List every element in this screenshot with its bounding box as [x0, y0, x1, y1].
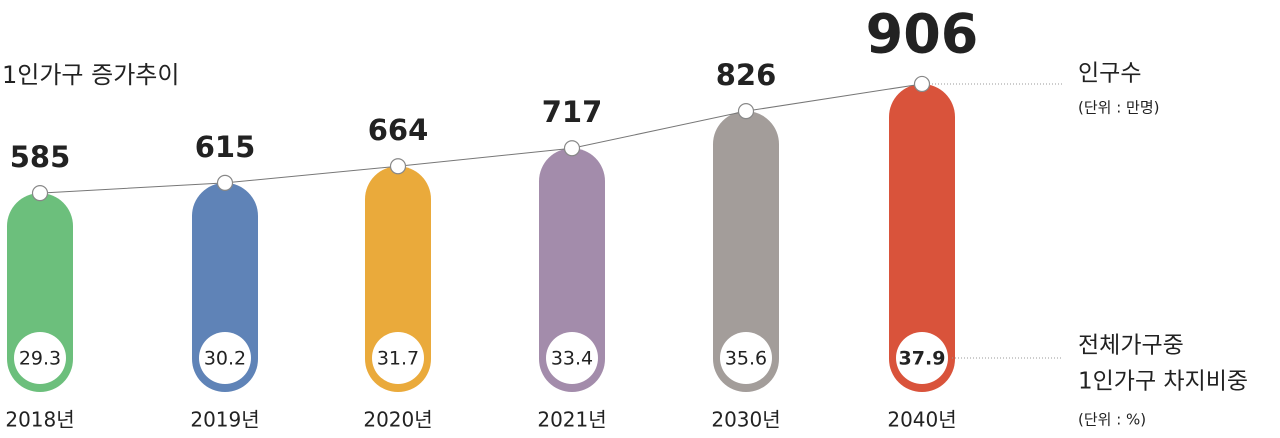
- legend-unit: (단위 : %): [1078, 411, 1146, 429]
- share-label: 31.7: [377, 348, 419, 370]
- trend-line: [39, 83, 923, 194]
- value-label: 585: [10, 140, 71, 174]
- legend-unit: (단위 : 만명): [1078, 99, 1160, 117]
- point: [737, 103, 755, 120]
- value-label: 826: [716, 58, 777, 92]
- share-badge: [372, 332, 424, 384]
- point: [31, 185, 49, 202]
- point: [216, 174, 234, 191]
- point: [389, 158, 407, 175]
- share-badge: [896, 332, 948, 384]
- bar: [365, 166, 431, 392]
- share-badge: [199, 332, 251, 384]
- chart-title: 1인가구 증가추이: [2, 61, 179, 89]
- share-badge: [720, 332, 772, 384]
- bar: [713, 111, 779, 392]
- share-label: 35.6: [725, 348, 767, 370]
- x-tick-label: 2018년: [5, 408, 74, 432]
- value-label: 615: [195, 130, 256, 164]
- point: [913, 75, 931, 93]
- x-tick-label: 2020년: [363, 408, 432, 432]
- value-label: 717: [542, 95, 603, 129]
- share-label: 29.3: [19, 348, 61, 370]
- legend-label: 인구수: [1078, 61, 1141, 87]
- value-label: 664: [368, 113, 429, 147]
- bar: [539, 148, 605, 392]
- value-label: 906: [866, 3, 979, 66]
- share-badge: [14, 332, 66, 384]
- point: [563, 140, 581, 157]
- legend-label: 1인가구 차지비중: [1078, 369, 1248, 395]
- share-label: 37.9: [899, 348, 946, 370]
- x-tick-label: 2040년: [887, 408, 956, 432]
- x-tick-label: 2030년: [711, 408, 780, 432]
- legend-label: 전체가구중: [1078, 333, 1184, 359]
- share-badge: [546, 332, 598, 384]
- x-tick-label: 2021년: [537, 408, 606, 432]
- bar: [889, 83, 955, 393]
- x-tick-label: 2019년: [190, 408, 259, 432]
- share-label: 30.2: [204, 348, 246, 370]
- share-label: 33.4: [551, 348, 593, 370]
